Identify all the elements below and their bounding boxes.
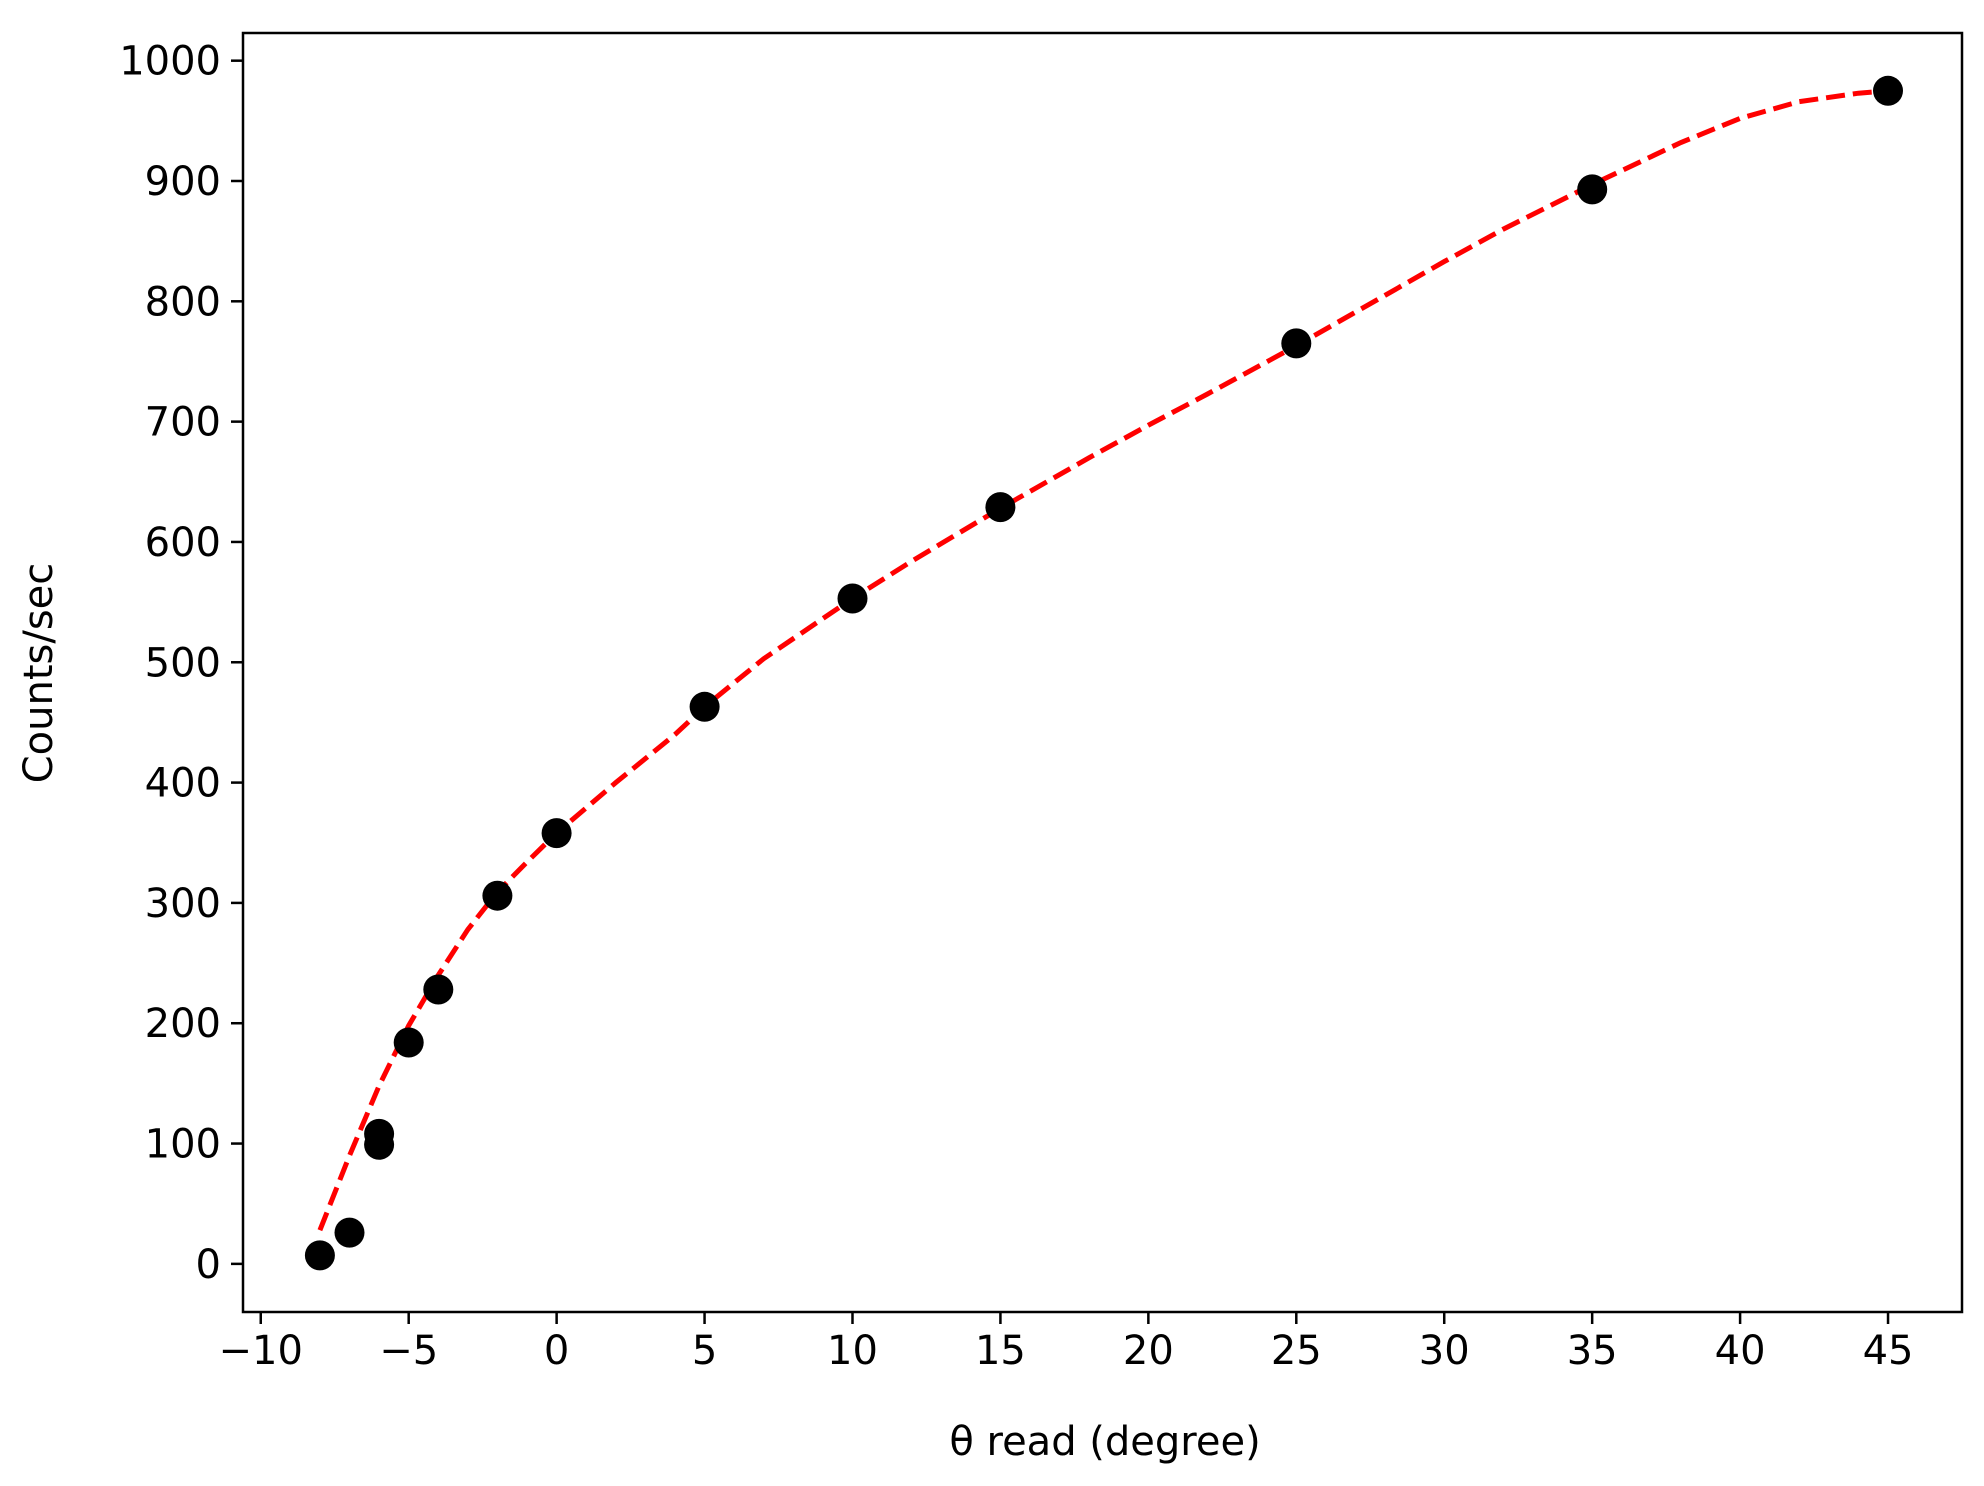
- x-tick-label: 15: [975, 1328, 1026, 1374]
- y-tick-label: 100: [145, 1122, 221, 1168]
- x-tick-label: 10: [827, 1328, 878, 1374]
- data-point: [482, 880, 513, 911]
- x-tick-label: 45: [1863, 1328, 1914, 1374]
- x-tick-label: −10: [219, 1328, 303, 1374]
- data-point: [393, 1027, 424, 1058]
- x-tick-label: 25: [1271, 1328, 1322, 1374]
- y-tick-label: 400: [145, 761, 221, 807]
- y-tick-label: 500: [145, 640, 221, 686]
- data-point: [334, 1217, 365, 1248]
- data-point: [689, 691, 720, 722]
- data-point: [423, 974, 454, 1005]
- y-tick-label: 700: [145, 400, 221, 446]
- y-tick-label: 900: [145, 159, 221, 205]
- y-tick-label: 600: [145, 520, 221, 566]
- data-point: [304, 1240, 335, 1271]
- plot-area: [304, 75, 1903, 1271]
- x-tick-label: −5: [379, 1328, 438, 1374]
- data-point: [364, 1129, 395, 1160]
- axes: −10 −5 0 5 10 15 20 25 30 35 40 45 0 100 200 300 400 500 6…: [119, 31, 1964, 1374]
- x-tick-label: 35: [1567, 1328, 1618, 1374]
- x-tick-label: 0: [544, 1328, 569, 1374]
- axes-frame: [241, 31, 1964, 1314]
- y-tick-label: 0: [196, 1242, 221, 1288]
- data-point: [541, 818, 572, 849]
- data-point: [985, 492, 1016, 523]
- x-tick-label: 30: [1419, 1328, 1470, 1374]
- y-tick-label: 300: [145, 881, 221, 927]
- x-tick-label: 40: [1715, 1328, 1766, 1374]
- data-point: [1577, 174, 1608, 205]
- data-point: [1873, 75, 1903, 106]
- data-point: [1281, 328, 1312, 359]
- x-tick-label: 20: [1123, 1328, 1174, 1374]
- data-point: [837, 583, 868, 614]
- y-axis-label: Counts/sec: [16, 563, 62, 784]
- y-tick-label: 200: [145, 1001, 221, 1047]
- x-axis-label: θ read (degree): [949, 1419, 1260, 1465]
- y-tick-label: 800: [145, 279, 221, 325]
- x-tick-label: 5: [692, 1328, 717, 1374]
- y-tick-label: 1000: [119, 39, 221, 85]
